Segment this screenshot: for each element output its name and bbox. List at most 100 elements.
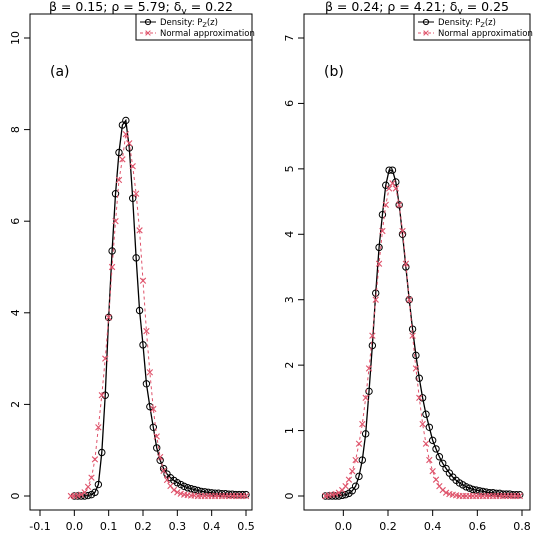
density-point xyxy=(187,484,195,493)
legend-label: Density: PZ(z) xyxy=(438,18,496,29)
panel-a: β = 0.15; ρ = 5.79; δy = 0.22 (a) -0.1 0.0 0… xyxy=(9,0,255,533)
density-point xyxy=(194,486,202,495)
title-tail: = 0.25 xyxy=(463,0,509,14)
density-point xyxy=(125,144,133,152)
density-point xyxy=(94,480,103,489)
normal-approx-point xyxy=(170,486,178,494)
normal-approx-point xyxy=(81,489,88,496)
density-point xyxy=(242,490,250,499)
normal-approx-point xyxy=(150,405,157,413)
normal-approx-point xyxy=(88,474,95,481)
x-tick-label: 0.0 xyxy=(335,520,353,533)
normal-approx-point xyxy=(402,260,410,267)
normal-approx-point xyxy=(95,424,102,431)
normal-approx-point xyxy=(359,420,366,428)
density-point xyxy=(365,387,373,396)
normal-approx-point xyxy=(389,180,396,187)
legend-circle-marker xyxy=(144,18,152,26)
normal-approx-point xyxy=(426,456,433,464)
normal-approx-point xyxy=(105,314,112,321)
density-point xyxy=(238,490,247,499)
chart-title: β = 0.15; ρ = 5.79; δy = 0.22 xyxy=(49,0,233,17)
density-point xyxy=(108,247,116,255)
normal-approx-point xyxy=(153,433,160,440)
normal-approx-point xyxy=(409,332,416,339)
normal-approx-point xyxy=(156,453,164,461)
y-tick-label: 4 xyxy=(9,309,22,316)
density-point xyxy=(435,453,444,461)
density-point xyxy=(338,491,346,500)
x-tick-label: 0.5 xyxy=(237,520,255,533)
panel-label: (a) xyxy=(50,64,70,80)
density-point xyxy=(201,488,209,496)
x-tick-label: 0.4 xyxy=(203,520,221,533)
density-point xyxy=(111,190,120,198)
density-point xyxy=(415,374,423,382)
legend: Density: PZ(z)Normal approximation xyxy=(413,13,533,41)
density-point xyxy=(361,430,370,438)
density-line xyxy=(325,169,520,497)
density-point xyxy=(425,423,434,431)
series-density xyxy=(321,166,524,500)
title-main: β = 0.24; ρ = 4.21; δ xyxy=(325,0,457,14)
normal-approx-point xyxy=(163,476,171,484)
density-point xyxy=(84,491,92,500)
density-point xyxy=(197,487,206,496)
normal-approx-point xyxy=(416,394,423,402)
normal-approx-point xyxy=(442,489,450,496)
density-point xyxy=(432,445,440,453)
legend-x-marker xyxy=(423,30,429,36)
density-point xyxy=(395,201,403,209)
normal-approx-point xyxy=(174,489,181,496)
density-point xyxy=(118,121,127,129)
density-point xyxy=(475,487,484,495)
title-tail: = 0.22 xyxy=(187,0,233,14)
normal-approx-point xyxy=(160,467,167,474)
density-point xyxy=(190,485,199,494)
normal-approx-point xyxy=(412,365,420,372)
normal-approx-line xyxy=(70,134,246,497)
density-point xyxy=(385,166,393,174)
legend-box xyxy=(413,13,531,41)
y-tick-label: 10 xyxy=(9,31,22,45)
legend-label: Density: PZ(z) xyxy=(160,18,218,29)
normal-approx-point xyxy=(345,476,353,483)
normal-approx-point xyxy=(372,296,379,303)
legend-box xyxy=(135,13,253,41)
density-point xyxy=(465,484,474,492)
density-point xyxy=(132,254,140,262)
title-subscript: y xyxy=(457,7,463,17)
normal-approx-point xyxy=(332,490,339,498)
y-tick-label: 0 xyxy=(283,493,296,500)
x-tick-label: 0.4 xyxy=(424,520,442,533)
normal-approx-point xyxy=(115,176,123,184)
normal-approx-point xyxy=(516,492,523,500)
y-tick-label: 3 xyxy=(283,296,296,303)
x-tick-label: -0.1 xyxy=(29,520,50,533)
y-tick-label: 1 xyxy=(283,427,296,434)
normal-approx-point xyxy=(369,332,376,339)
normal-approx-point xyxy=(349,467,356,475)
title-main: β = 0.15; ρ = 5.79; δ xyxy=(49,0,181,14)
normal-approx-point xyxy=(342,482,349,490)
density-point xyxy=(439,459,447,467)
normal-approx-point xyxy=(422,440,430,447)
normal-approx-point xyxy=(352,456,359,464)
normal-approx-line xyxy=(325,182,520,497)
normal-approx-point xyxy=(146,369,154,376)
normal-approx-point xyxy=(362,394,369,402)
normal-approx-point xyxy=(119,156,126,163)
normal-approx-point xyxy=(143,327,150,335)
panel-label: (b) xyxy=(324,64,344,80)
legend: Density: PZ(z)Normal approximation xyxy=(135,13,255,41)
density-point xyxy=(469,485,477,494)
density-point xyxy=(392,178,400,186)
chart-title: β = 0.24; ρ = 4.21; δy = 0.25 xyxy=(325,0,509,17)
normal-approx-point xyxy=(242,492,250,500)
density-point xyxy=(153,444,161,452)
normal-approx-point xyxy=(91,456,99,463)
density-point xyxy=(122,116,130,125)
normal-approx-point xyxy=(132,190,140,197)
density-point xyxy=(98,448,106,457)
normal-approx-point xyxy=(129,163,136,170)
